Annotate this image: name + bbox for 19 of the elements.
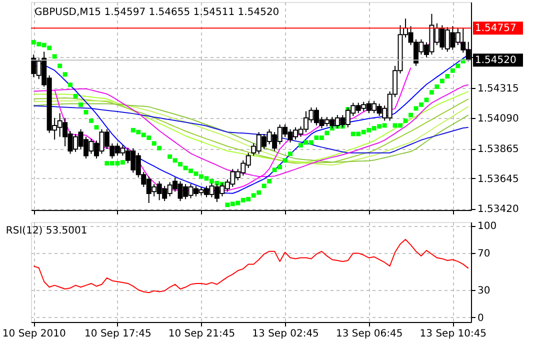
x-tick-label: 10 Sep 21:45	[168, 328, 236, 340]
x-tick-label: 10 Sep 17:45	[84, 328, 152, 340]
y-tick-label: 1.53420	[478, 204, 519, 216]
chart-title: RSI(12) 53.5001	[6, 226, 88, 237]
y-tick-label: 1.54090	[478, 114, 519, 125]
y-tick-label: 30	[478, 285, 490, 296]
y-tick-label: 1.53865	[478, 144, 519, 156]
ref-line-label: 1.54520	[475, 55, 516, 66]
y-tick-label: 100	[478, 221, 497, 232]
x-tick-label: 10 Sep 2010	[2, 328, 66, 340]
x-tick-label: 13 Sep 10:45	[420, 328, 487, 340]
chart-title: GBPUSD,M15 1.54597 1.54655 1.54511 1.54520	[34, 7, 280, 18]
y-tick-label: 1.54315	[478, 83, 519, 94]
x-tick-label: 13 Sep 02:45	[252, 328, 319, 340]
y-tick-label: 1.53645	[478, 174, 519, 185]
y-tick-label: 70	[478, 248, 490, 260]
x-tick-label: 13 Sep 06:45	[336, 328, 403, 340]
y-tick-label: 0	[478, 312, 484, 324]
ref-line-label: 1.54757	[475, 23, 516, 34]
